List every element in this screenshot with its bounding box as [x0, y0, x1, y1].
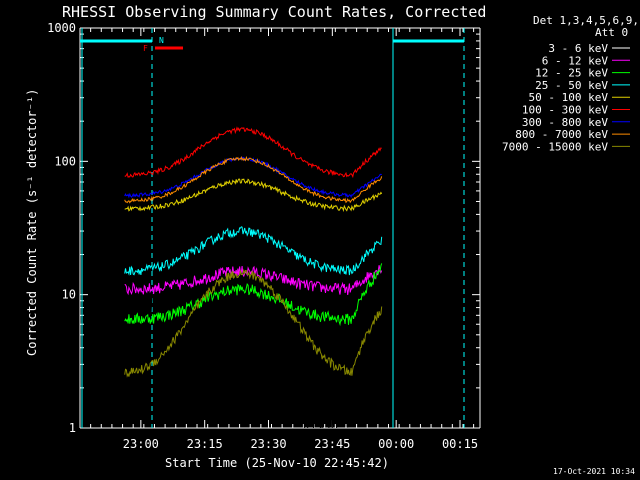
- legend-label: 6 - 12 keV: [542, 54, 609, 67]
- legend-label: 50 - 100 keV: [529, 91, 609, 104]
- series-line-3: [124, 226, 383, 276]
- series-line-8: [124, 268, 383, 378]
- legend-label: 300 - 800 keV: [522, 116, 608, 129]
- y-tick-label: 10: [62, 288, 76, 302]
- saa-flag-f: F: [143, 44, 148, 53]
- legend-label: 7000 - 15000 keV: [502, 140, 608, 153]
- y-tick-label: 100: [54, 154, 76, 168]
- night-markers: F N: [80, 28, 465, 428]
- saa-flag-n: N: [159, 36, 164, 45]
- series-line-5: [124, 126, 382, 179]
- legend-header-1: Det 1,3,4,5,6,9,: [533, 14, 639, 27]
- x-ticks: 23:00 23:15 23:30 23:45 00:00 00:15: [79, 28, 478, 451]
- series-line-4: [124, 178, 383, 213]
- series-line-6: [124, 156, 382, 199]
- x-tick-label: 23:45: [314, 437, 350, 451]
- y-ticks: 1 10 100 1000: [47, 21, 480, 435]
- legend-label: 100 - 300 keV: [522, 104, 608, 117]
- series-line-1: [124, 265, 383, 296]
- series-line-7: [124, 155, 383, 204]
- data-series: [124, 126, 383, 429]
- series-line-2: [124, 263, 383, 327]
- legend-label: 800 - 7000 keV: [515, 128, 608, 141]
- plot-frame: [79, 27, 481, 429]
- y-axis-label: Corrected Count Rate (s⁻¹ detector⁻¹): [25, 89, 39, 356]
- x-axis-label: Start Time (25-Nov-10 22:45:42): [165, 456, 389, 470]
- x-tick-label: 00:00: [378, 437, 414, 451]
- x-tick-label: 23:00: [123, 437, 159, 451]
- legend-label: 12 - 25 keV: [535, 67, 608, 80]
- legend-label: 3 - 6 keV: [548, 42, 608, 55]
- y-tick-label: 1: [69, 421, 76, 435]
- timestamp: 17-Oct-2021 10:34: [553, 467, 635, 476]
- chart-title: RHESSI Observing Summary Count Rates, Co…: [62, 3, 486, 21]
- x-tick-label: 23:30: [250, 437, 286, 451]
- y-tick-label: 1000: [47, 21, 76, 35]
- series-line-0: [124, 250, 383, 429]
- legend-label: 25 - 50 keV: [535, 79, 608, 92]
- legend-header-2: Att 0: [595, 26, 628, 39]
- x-tick-label: 00:15: [442, 437, 478, 451]
- x-tick-label: 23:15: [187, 437, 223, 451]
